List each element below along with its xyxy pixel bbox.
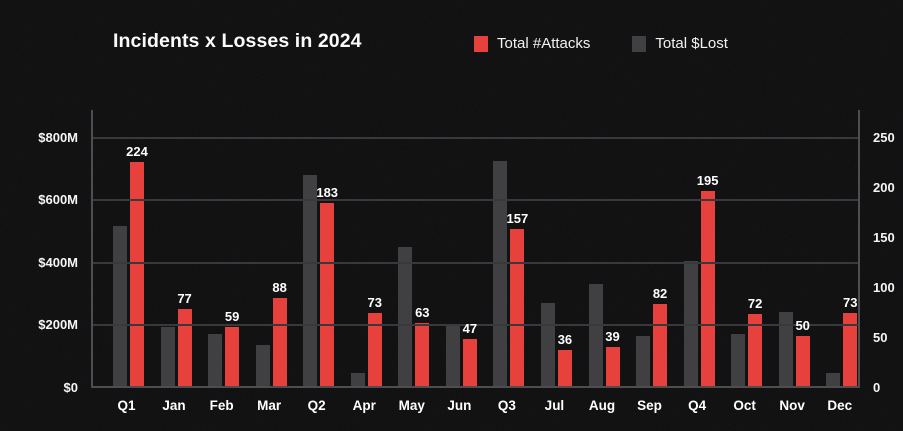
- x-axis-label-jun: Jun: [447, 398, 472, 413]
- chart-legend: Total #Attacks Total $Lost: [474, 35, 728, 52]
- bar-attacks-q1: [130, 161, 144, 386]
- bar-lost-mar: [255, 345, 270, 386]
- attacks-value-label-may: 63: [415, 304, 430, 320]
- bar-lost-dec: [826, 373, 841, 386]
- attacks-value-label-feb: 59: [224, 308, 240, 324]
- x-axis-label-nov: Nov: [779, 398, 805, 413]
- bar-lost-q2: [303, 174, 318, 386]
- attacks-value-label-jul: 36: [557, 331, 573, 347]
- left-axis-tick-800M: $800M: [38, 129, 78, 145]
- attacks-value-label-q1: 224: [126, 143, 148, 159]
- right-axis-tick-250: 250: [873, 129, 895, 145]
- bar-attacks-feb: [225, 326, 240, 386]
- legend-swatch-attacks: [474, 35, 488, 52]
- gridline-400M: [93, 261, 858, 264]
- bar-attacks-q3: [510, 228, 525, 386]
- bar-lost-jan: [160, 326, 175, 386]
- attacks-value-label-nov: 50: [795, 317, 810, 333]
- bar-attacks-jul: [557, 349, 572, 386]
- bar-lost-sep: [636, 335, 651, 386]
- x-axis-label-jan: Jan: [162, 398, 186, 413]
- attacks-value-label-aug: 39: [605, 328, 620, 344]
- bar-lost-q1: [113, 226, 127, 386]
- chart-title: Incidents x Losses in 2024: [113, 30, 362, 52]
- legend-swatch-lost: [632, 35, 647, 52]
- x-axis-label-oct: Oct: [733, 398, 756, 413]
- bar-lost-jul: [540, 303, 555, 386]
- gridline-600M: [93, 199, 858, 202]
- right-axis-tick-200: 200: [873, 179, 895, 195]
- legend-label-attacks: Total #Attacks: [497, 35, 591, 52]
- left-axis-dollar-labels: $800M $600M $400M $200M $0: [0, 0, 78, 431]
- x-axis-label-q1: Q1: [117, 398, 136, 413]
- x-axis-label-feb: Feb: [209, 398, 234, 413]
- bar-attacks-q2: [320, 202, 335, 386]
- x-axis-label-q4: Q4: [688, 398, 707, 413]
- left-axis-tick-200M: $200M: [38, 317, 78, 333]
- bar-attacks-aug: [605, 346, 620, 386]
- attacks-value-label-q4: 195: [696, 172, 719, 188]
- attacks-value-label-mar: 88: [272, 279, 287, 295]
- bar-lost-may: [398, 246, 413, 386]
- attacks-value-label-oct: 72: [747, 295, 763, 311]
- bar-attacks-jan: [177, 308, 192, 386]
- gridline-800M: [93, 136, 858, 139]
- legend-item-lost[interactable]: Total $Lost: [632, 35, 728, 52]
- bar-attacks-may: [415, 322, 430, 386]
- x-axis-label-may: May: [398, 398, 425, 413]
- attacks-value-label-jan: 77: [177, 290, 192, 306]
- x-axis-label-jul: Jul: [544, 398, 565, 413]
- bar-attacks-sep: [653, 303, 668, 386]
- left-axis-tick-400M: $400M: [38, 254, 78, 270]
- bar-lost-feb: [208, 334, 223, 386]
- attacks-value-label-q2: 183: [316, 184, 339, 200]
- attacks-value-label-sep: 82: [652, 285, 668, 301]
- attacks-value-label-apr: 73: [367, 294, 382, 310]
- bar-attacks-nov: [795, 335, 810, 386]
- bar-lost-jun: [445, 324, 460, 386]
- right-axis-tick-150: 150: [873, 229, 895, 245]
- x-axis-label-aug: Aug: [588, 398, 616, 413]
- bar-lost-apr: [350, 373, 365, 386]
- x-axis-label-sep: Sep: [637, 398, 662, 413]
- x-axis-category-labels: Q1 Jan Feb Mar Q2 Apr May Jun Q3 Jul Aug Sep Q4 Oct No…: [91, 398, 860, 416]
- x-axis-label-dec: Dec: [827, 398, 853, 413]
- x-axis-label-apr: Apr: [352, 398, 376, 413]
- right-axis-count-labels: 250 200 150 100 50 0: [873, 0, 903, 431]
- left-axis-tick-0: $0: [63, 380, 78, 395]
- bar-attacks-mar: [272, 297, 287, 386]
- bar-lost-oct: [731, 334, 746, 386]
- legend-item-attacks[interactable]: Total #Attacks: [474, 35, 590, 52]
- x-axis-label-q2: Q2: [307, 398, 326, 413]
- attacks-value-label-q3: 157: [506, 210, 529, 226]
- x-axis-label-q3: Q3: [497, 398, 516, 413]
- right-axis-tick-0: 0: [873, 380, 881, 395]
- right-axis-tick-50: 50: [873, 329, 888, 345]
- right-axis-tick-100: 100: [873, 279, 895, 295]
- legend-label-lost: Total $Lost: [655, 35, 728, 52]
- x-axis-label-mar: Mar: [257, 398, 282, 413]
- attacks-value-label-jun: 47: [462, 320, 478, 336]
- plot-area: 224 77 59 88 183 73 63 47 157 36 39 82 195 72 50 73: [91, 110, 860, 388]
- attacks-value-label-dec: 73: [843, 294, 858, 310]
- bar-attacks-jun: [462, 338, 477, 386]
- left-axis-tick-600M: $600M: [38, 192, 78, 208]
- bar-lost-aug: [588, 284, 603, 386]
- bar-attacks-q4: [700, 190, 715, 386]
- bar-lost-q3: [493, 160, 508, 386]
